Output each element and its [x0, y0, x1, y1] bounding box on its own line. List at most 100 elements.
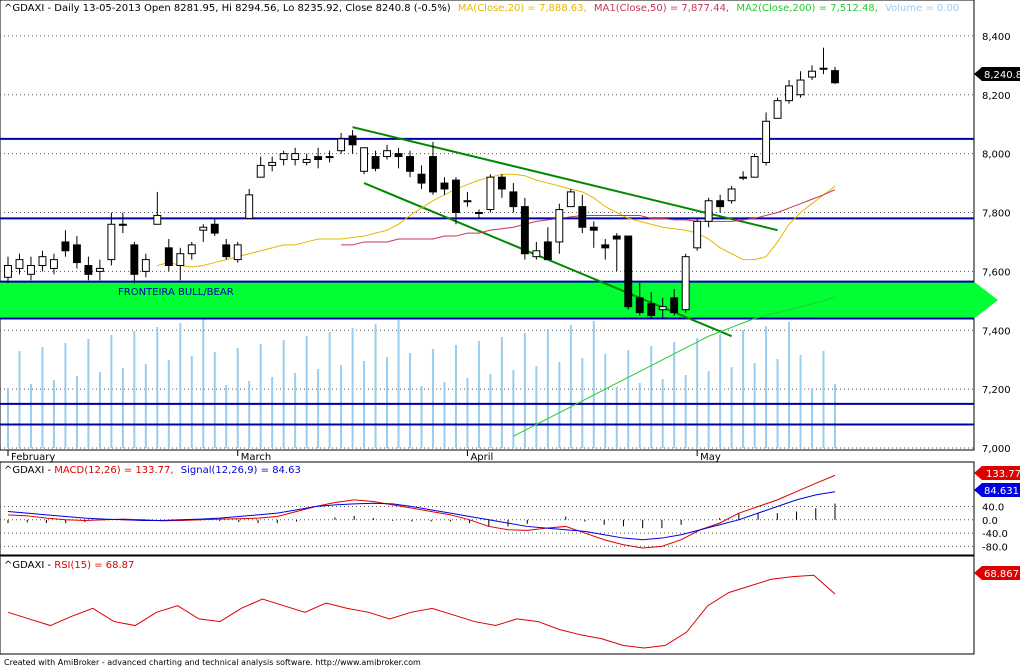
candle-body	[302, 159, 311, 163]
candle-body	[773, 100, 782, 119]
candle-body	[486, 176, 495, 211]
candle-body	[118, 223, 127, 226]
candle-body	[566, 191, 575, 208]
price-tick-label: 8,000	[982, 150, 1011, 161]
candle-body	[589, 226, 598, 231]
ma200-line	[513, 296, 836, 437]
macd-tick-label: -40.0	[982, 529, 1008, 540]
candle-body	[394, 153, 403, 158]
candle-body	[555, 209, 564, 243]
candle-body	[72, 244, 81, 264]
zone-annotation: FRONTEIRA BULL/BEAR	[118, 287, 234, 298]
candle-body	[210, 223, 219, 234]
candle-body	[647, 303, 656, 317]
x-tick-label: May	[700, 452, 721, 463]
x-tick-label: March	[241, 452, 271, 463]
candle-body	[601, 244, 610, 249]
candle-body	[371, 156, 380, 169]
signal-line	[7, 491, 836, 541]
rsi-header-label: RSI(15) = 68.87	[54, 560, 134, 571]
candle-body	[681, 256, 690, 311]
price-tag: 8,240.8	[974, 67, 1022, 81]
candle-body	[233, 244, 242, 261]
candle-body	[38, 256, 47, 266]
candle-body	[279, 153, 288, 161]
candle-body	[15, 259, 24, 269]
candle-body	[360, 147, 369, 172]
candle-body	[635, 297, 644, 314]
candle-body	[739, 176, 748, 179]
candle-body	[222, 244, 231, 258]
candle-body	[612, 235, 621, 240]
ma20-line	[157, 173, 836, 268]
candle-body	[624, 235, 633, 308]
price-tick-label: 8,400	[982, 32, 1011, 43]
rsi-tag-text: 68.867	[984, 569, 1019, 580]
candle-body	[762, 120, 771, 163]
candle-body	[406, 156, 414, 172]
price-tick-label: 7,600	[982, 267, 1011, 278]
candle-body	[4, 264, 12, 278]
macd-header-label: MACD(12,26) = 133.77,	[54, 465, 173, 476]
candle-body	[532, 250, 541, 258]
candle-body	[796, 79, 805, 96]
candle-body	[383, 150, 391, 158]
signal-tag: 84.631	[974, 483, 1020, 497]
candle-body	[520, 206, 529, 255]
candle-body	[670, 297, 679, 314]
price-tick-label: 7,000	[982, 444, 1011, 455]
signal-header-label: Signal(12,26,9) = 84.63	[181, 465, 301, 476]
candle-body	[497, 176, 506, 190]
price-tick-label: 7,200	[982, 385, 1011, 396]
candle-body	[440, 182, 449, 190]
candle-body	[325, 156, 334, 159]
ma50-line	[341, 189, 836, 246]
candle-body	[452, 179, 460, 214]
price-tick-label: 8,200	[982, 91, 1011, 102]
price-header: ^GDAXI - Daily 13-05-2013 Open 8281.95, …	[4, 3, 959, 14]
candle-body	[61, 241, 70, 252]
macd-header: ^GDAXI - MACD(12,26) = 133.77, Signal(12…	[4, 465, 301, 476]
candle-body	[268, 161, 277, 166]
candle-body	[245, 194, 254, 219]
candle-body	[509, 191, 518, 208]
candle-body	[49, 259, 58, 269]
candle-body	[727, 188, 736, 202]
header-ma50: MA1(Close,50) = 7,877.44,	[594, 3, 729, 14]
candle-body	[256, 164, 265, 178]
rsi-panel-frame	[0, 555, 975, 655]
candle-body	[819, 67, 828, 70]
candle-body	[716, 200, 725, 208]
candle-body	[84, 264, 93, 275]
price-tick-label: 7,400	[982, 326, 1011, 337]
rsi-tag: 68.867	[974, 566, 1020, 580]
candle-body	[658, 306, 667, 311]
header-main: ^GDAXI - Daily 13-05-2013 Open 8281.95, …	[4, 3, 451, 14]
candle-body	[176, 253, 185, 266]
candle-body	[337, 138, 346, 152]
price-tag-text: 8,240.8	[984, 70, 1022, 81]
candle-body	[785, 85, 794, 102]
rsi-header: ^GDAXI - RSI(15) = 68.87	[4, 560, 134, 571]
rsi-line	[7, 574, 836, 649]
bull-bear-zone-arrow	[974, 281, 998, 319]
candle-body	[348, 135, 357, 146]
candle-body	[750, 156, 759, 178]
macd-panel-frame	[0, 461, 975, 556]
candle-body	[130, 244, 139, 275]
macd-tick-label: -80.0	[982, 542, 1008, 553]
candle-body	[463, 200, 472, 203]
candle-body	[704, 200, 713, 222]
candle-body	[199, 226, 208, 231]
candle-body	[808, 70, 816, 78]
bull-bear-zone	[0, 281, 974, 319]
candle-body	[831, 70, 839, 84]
price-tick-label: 7,800	[982, 209, 1011, 220]
x-tick-label: April	[470, 452, 493, 463]
macd-tick-label: 0.0	[982, 516, 998, 527]
candle-body	[417, 173, 426, 184]
header-ma200: MA2(Close,200) = 7,512.48,	[736, 3, 878, 14]
candle-body	[693, 220, 702, 249]
candle-body	[95, 267, 104, 272]
footer-credit: Created with AmiBroker - advanced charti…	[4, 658, 421, 667]
